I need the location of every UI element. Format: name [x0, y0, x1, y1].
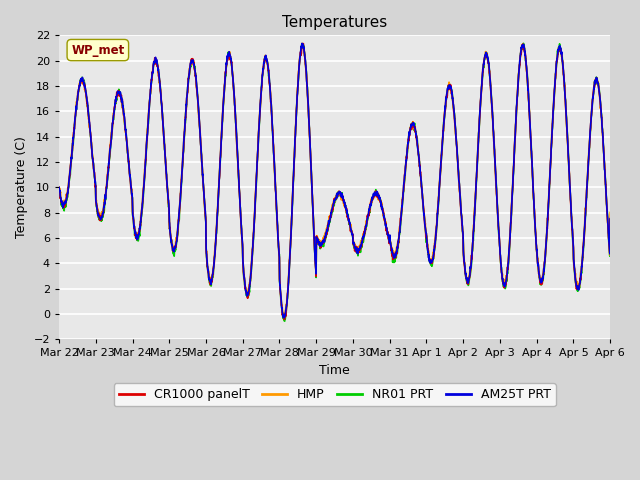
AM25T PRT — [280, 315, 288, 321]
HMP — [351, 242, 359, 248]
CR1000 panelT — [280, 317, 288, 323]
AM25T PRT — [495, 232, 503, 238]
NR01 PRT — [520, 40, 527, 46]
CR1000 panelT — [606, 216, 614, 222]
AM25T PRT — [573, 286, 581, 291]
CR1000 panelT — [363, 220, 371, 226]
NR01 PRT — [606, 216, 614, 222]
HMP — [363, 216, 371, 222]
Text: WP_met: WP_met — [71, 44, 124, 57]
NR01 PRT — [573, 286, 581, 291]
AM25T PRT — [351, 244, 359, 250]
Line: CR1000 panelT: CR1000 panelT — [59, 44, 610, 320]
HMP — [209, 270, 216, 276]
CR1000 panelT — [573, 283, 581, 288]
AM25T PRT — [558, 52, 566, 58]
NR01 PRT — [558, 54, 566, 60]
AM25T PRT — [363, 217, 371, 223]
CR1000 panelT — [55, 184, 63, 190]
CR1000 panelT — [558, 54, 566, 60]
AM25T PRT — [55, 184, 63, 190]
NR01 PRT — [351, 244, 358, 250]
Line: HMP: HMP — [59, 43, 610, 316]
CR1000 panelT — [209, 270, 216, 276]
HMP — [558, 53, 566, 59]
Title: Temperatures: Temperatures — [282, 15, 387, 30]
AM25T PRT — [209, 272, 216, 277]
CR1000 panelT — [351, 247, 359, 253]
NR01 PRT — [363, 224, 371, 229]
AM25T PRT — [606, 216, 614, 221]
HMP — [573, 281, 581, 287]
Line: NR01 PRT: NR01 PRT — [59, 43, 610, 321]
Y-axis label: Temperature (C): Temperature (C) — [15, 136, 28, 238]
NR01 PRT — [55, 187, 63, 192]
AM25T PRT — [298, 40, 306, 46]
CR1000 panelT — [495, 232, 503, 238]
NR01 PRT — [281, 318, 289, 324]
HMP — [298, 40, 306, 46]
HMP — [606, 210, 614, 216]
X-axis label: Time: Time — [319, 364, 350, 377]
NR01 PRT — [209, 274, 216, 279]
NR01 PRT — [495, 232, 502, 238]
CR1000 panelT — [300, 41, 307, 47]
Line: AM25T PRT: AM25T PRT — [59, 43, 610, 318]
HMP — [495, 234, 503, 240]
HMP — [55, 184, 63, 190]
Legend: CR1000 panelT, HMP, NR01 PRT, AM25T PRT: CR1000 panelT, HMP, NR01 PRT, AM25T PRT — [113, 383, 556, 406]
HMP — [280, 313, 288, 319]
